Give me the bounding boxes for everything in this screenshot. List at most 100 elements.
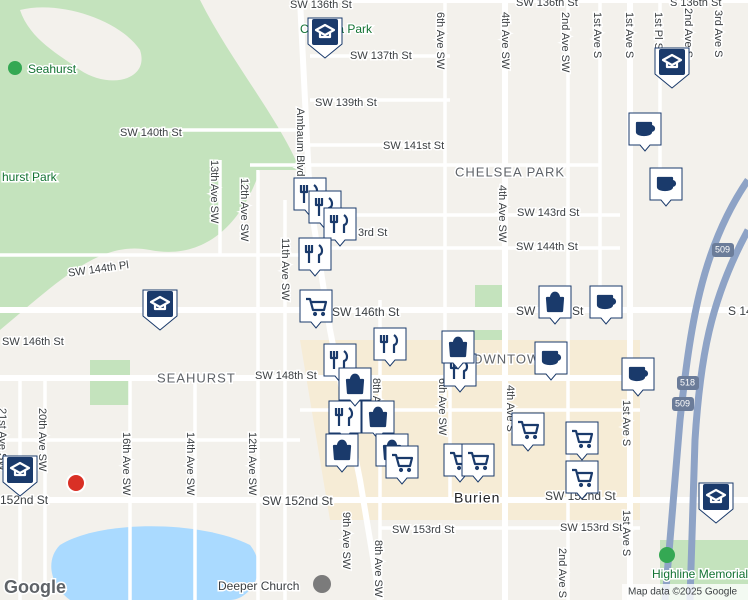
marker-icon	[518, 420, 540, 440]
street-label: 2nd Ave S	[682, 8, 694, 58]
marker-icon	[334, 407, 354, 426]
street-label: SW 153rd St	[392, 524, 454, 536]
marker-icon	[545, 291, 565, 313]
street-label: S 14	[728, 304, 748, 318]
street-label: SW 137th St	[350, 50, 412, 62]
area-label: SEAHURST	[157, 370, 236, 385]
street-label: 3rd Ave S	[712, 10, 724, 58]
marker-icon	[306, 297, 328, 317]
marker-icon	[572, 468, 594, 488]
street-label: 1st Ave S	[623, 12, 635, 58]
marker-inner	[327, 211, 353, 237]
poi-marker[interactable]	[628, 112, 662, 152]
street-label: SW 136th St	[290, 0, 352, 11]
marker-inner	[302, 241, 328, 267]
marker-inner	[332, 404, 358, 430]
park-area	[0, 0, 300, 330]
street-label: 12th Ave SW	[246, 432, 258, 496]
street-label: 6th Ave SW	[434, 12, 446, 70]
poi-marker[interactable]	[298, 237, 332, 277]
poi-marker[interactable]	[461, 443, 495, 483]
poi-marker[interactable]	[621, 357, 655, 397]
street-label: SW 144th St	[516, 241, 578, 253]
poi-marker[interactable]	[373, 327, 407, 367]
street-label: 1st Ave S	[620, 400, 632, 446]
poi-marker[interactable]	[338, 367, 372, 407]
street-label: 12th Ave SW	[238, 178, 250, 242]
poi-marker[interactable]	[328, 400, 362, 440]
place-label: Seahurst	[28, 62, 77, 76]
street-label: 16th Ave SW	[120, 432, 132, 496]
area-label: Burien	[454, 490, 500, 506]
street-label: SW 136th St	[516, 0, 578, 9]
poi-marker[interactable]	[323, 207, 357, 247]
street-label: 8th Ave SW	[372, 540, 384, 598]
poi-marker[interactable]	[589, 285, 623, 325]
poi-marker[interactable]	[299, 289, 333, 329]
street-label: 6th Ave SW	[436, 378, 448, 436]
marker-icon	[304, 244, 324, 263]
place-labels: Seahurst Chelsea Park hurst Park Highlin…	[1, 21, 748, 595]
street-label: SW 146th St	[2, 336, 64, 348]
poi-marker[interactable]	[565, 460, 599, 500]
marker-icon	[572, 429, 594, 449]
area-labels: CHELSEA PARK SEAHURST DOWNTOWN Burien	[156, 163, 566, 507]
park-area	[475, 285, 505, 310]
marker-icon	[329, 350, 349, 369]
marker-icon	[656, 176, 677, 192]
poi-marker[interactable]	[441, 330, 475, 370]
street-label: 1st Ave S	[620, 510, 632, 556]
street-label: S 136th St	[670, 0, 721, 9]
attribution-bg	[622, 584, 748, 600]
marker-inner	[312, 19, 338, 45]
marker-icon	[541, 350, 562, 366]
marker-icon	[314, 23, 336, 39]
attribution: Map data ©2025 Google	[628, 587, 738, 598]
marker-inner	[659, 49, 685, 75]
street-label: Ambaum Blvd SW	[294, 108, 306, 198]
poi-marker[interactable]	[142, 289, 178, 331]
street-label: SW 139th St	[315, 97, 377, 109]
shield-label: 518	[680, 377, 695, 387]
street-label: 20th Ave SW	[36, 408, 48, 472]
street-label: 9th Ave SW	[340, 512, 352, 570]
area-label: DOWNTOWN	[462, 351, 551, 366]
street-label: SW 153rd St	[560, 522, 622, 534]
street-label: 21st Ave SW	[0, 408, 8, 471]
poi-marker[interactable]	[654, 47, 690, 89]
poi-marker[interactable]	[534, 341, 568, 381]
marker-icon	[379, 334, 399, 353]
hospital-marker[interactable]	[66, 473, 86, 493]
downtown-area	[300, 340, 640, 520]
marker-inner	[7, 457, 33, 483]
street-label: 11th Ave SW	[279, 238, 291, 301]
poi-marker[interactable]	[385, 445, 419, 485]
street-label: SW 152nd St	[262, 494, 333, 508]
poi-marker[interactable]	[2, 455, 38, 497]
highway-shields: 509 518 509	[672, 243, 734, 411]
poi-marker[interactable]	[649, 167, 683, 207]
marker-icon	[635, 121, 656, 137]
poi-marker[interactable]	[307, 17, 343, 59]
street-label: 1st Ave S	[591, 12, 603, 58]
poi-marker[interactable]	[361, 400, 395, 440]
place-label: Deeper Church	[218, 579, 299, 593]
poi-marker[interactable]	[325, 433, 359, 473]
shield	[677, 376, 699, 390]
street-label: SW 141st St	[383, 140, 444, 152]
street-label: SW 140th St	[120, 127, 182, 139]
marker-icon	[392, 453, 414, 473]
poi-marker[interactable]	[511, 412, 545, 452]
street-label: 4th Ave SW	[496, 185, 508, 243]
street-label: SW 146th St	[332, 305, 400, 319]
poi-marker[interactable]	[698, 482, 734, 524]
park-icon	[8, 61, 22, 75]
poi-marker[interactable]	[538, 285, 572, 325]
street-label: SW 148th St	[255, 370, 317, 382]
street-label: 2nd Ave SW	[559, 12, 571, 73]
street-label: 1st Pl S	[652, 12, 664, 50]
poi-marker[interactable]	[565, 421, 599, 461]
shield-label: 509	[675, 398, 690, 408]
